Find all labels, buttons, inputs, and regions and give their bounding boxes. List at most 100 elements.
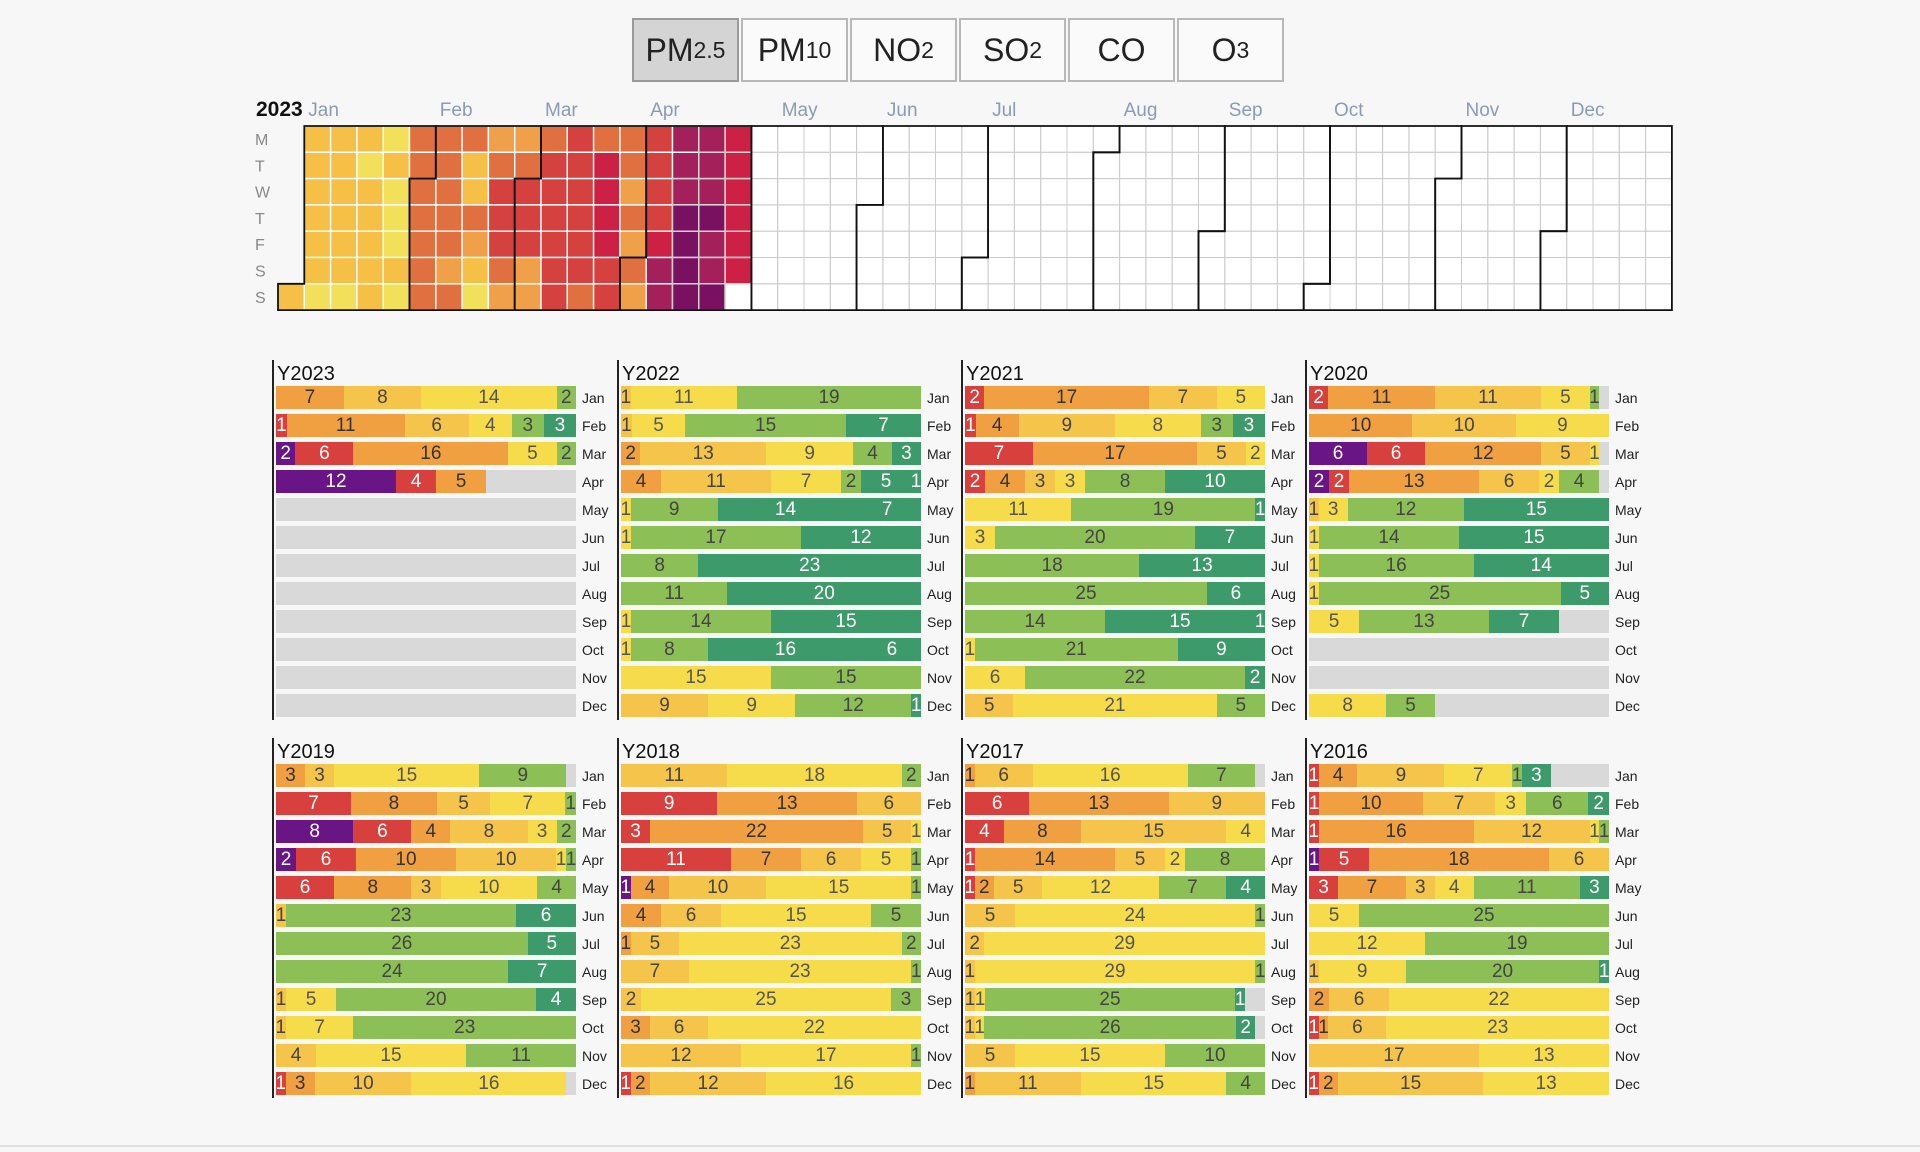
day-cell — [1171, 125, 1200, 153]
month-bar: 6 6 12 5 1 — [1309, 442, 1609, 465]
bar-segment: 8 — [1003, 820, 1082, 843]
month-bar: 3 22 5 1 — [621, 820, 921, 843]
day-cell — [1644, 151, 1673, 180]
bar-segment: 10 — [669, 876, 767, 899]
month-bar: 4 15 11 — [276, 1044, 576, 1067]
bar-segment: 1 — [1589, 386, 1600, 409]
month-bar: 5 15 10 — [965, 1044, 1265, 1067]
bar-segment: 6 — [974, 764, 1033, 787]
bar-segment: 1 — [965, 988, 975, 1011]
month-bar — [1309, 638, 1609, 661]
day-cell — [987, 283, 1016, 311]
bar-segment: 1 — [621, 932, 631, 955]
bar-segment: 1 — [965, 1016, 975, 1039]
bar-segment: 8 — [276, 820, 354, 843]
day-cell — [1487, 230, 1515, 259]
bar-segment: 29 — [974, 960, 1256, 983]
day-cell — [303, 283, 332, 311]
bar-segment: 6 — [276, 876, 335, 899]
panel-month-label: Jan — [1615, 768, 1638, 784]
month-bar: 1 3 12 15 — [1309, 498, 1609, 521]
bar-segment: 8 — [1309, 694, 1387, 717]
day-cell — [829, 125, 858, 153]
bar-segment: 4 — [621, 470, 661, 493]
day-cell — [382, 230, 411, 259]
month-bar: 6 22 2 — [965, 666, 1265, 689]
day-cell — [1276, 230, 1305, 259]
bar-segment: 12 — [1425, 442, 1542, 465]
bar-segment: 17 — [631, 526, 801, 549]
bar-segment: 5 — [965, 904, 1015, 927]
day-cell — [356, 204, 384, 232]
bar-segment: 7 — [1444, 764, 1513, 787]
bar-segment: 1 — [1309, 526, 1319, 549]
day-cell — [1592, 256, 1620, 285]
month-bar: 2 11 11 5 1 — [1309, 386, 1609, 409]
tab-no2[interactable]: NO 2 — [850, 18, 957, 82]
day-cell — [382, 177, 411, 206]
month-bar: 4 11 7 2 5 1 — [621, 470, 921, 493]
day-cell — [1434, 256, 1463, 285]
day-cell — [435, 125, 463, 153]
bar-segment: 1 — [565, 792, 576, 815]
panel-month-label: Apr — [582, 852, 604, 868]
bar-segment: 3 — [1495, 792, 1527, 815]
bar-segment: 3 — [1055, 470, 1085, 493]
panel-month-label: Aug — [927, 964, 952, 980]
month-bar: 1 14 15 — [621, 610, 921, 633]
day-cell — [1276, 151, 1305, 180]
bar-segment: 2 — [621, 442, 641, 465]
bar-segment: 5 — [436, 470, 486, 493]
panel-month-label: Jul — [927, 936, 945, 952]
day-cell — [1276, 256, 1305, 285]
day-cell — [408, 204, 437, 232]
heatmap-month-label: Sep — [1229, 100, 1263, 121]
month-bar: 1 4 10 15 1 — [621, 876, 921, 899]
bar-segment: 10 — [1165, 470, 1265, 493]
day-cell — [1302, 283, 1331, 311]
panel-month-label: Apr — [1271, 852, 1293, 868]
bar-segment: 15 — [1081, 820, 1227, 843]
day-cell — [1250, 151, 1279, 180]
heatmap-month-label: Jan — [308, 100, 339, 121]
day-cell — [303, 204, 332, 232]
tab-label: SO — [982, 31, 1030, 68]
page-divider — [0, 1145, 1920, 1147]
month-bar: 1 16 12 1 1 — [1309, 820, 1609, 843]
bar-segment: 15 — [721, 904, 871, 927]
bar-segment: 5 — [871, 904, 921, 927]
panel-month-label: Jul — [927, 558, 945, 574]
bar-segment: 6 — [295, 442, 354, 465]
day-cell — [1381, 151, 1410, 180]
tab-label: CO — [1097, 31, 1146, 68]
tab-pm25[interactable]: PM 2.5 — [632, 18, 739, 82]
bar-segment: 5 — [630, 932, 680, 955]
tab-pm10[interactable]: PM 10 — [741, 18, 848, 82]
day-cell — [435, 256, 463, 285]
tab-co[interactable]: CO — [1068, 18, 1175, 82]
day-cell — [829, 256, 858, 285]
bar-segment: 5 — [965, 694, 1014, 717]
day-cell — [487, 256, 516, 285]
bar-segment: 5 — [508, 442, 557, 465]
day-cell — [1171, 230, 1200, 259]
bar-segment: 7 — [621, 960, 689, 983]
day-cell — [1013, 256, 1042, 285]
bar-segment: 6 — [296, 848, 356, 871]
tab-label: NO — [873, 31, 922, 68]
day-cell — [1592, 151, 1620, 180]
day-cell — [435, 283, 463, 311]
bar-segment: 4 — [1434, 876, 1474, 899]
panel-month-label: Nov — [927, 1048, 952, 1064]
bar-segment: 2 — [630, 1072, 651, 1095]
bar-segment: 12 — [276, 470, 396, 493]
bar-segment: 21 — [1013, 694, 1217, 717]
day-cell — [1197, 230, 1226, 259]
month-bar: 25 6 — [965, 582, 1265, 605]
day-cell — [435, 177, 463, 206]
day-cell — [1565, 283, 1594, 311]
panel-year-title: Y2022 — [622, 363, 680, 385]
tab-so2[interactable]: SO 2 — [959, 18, 1066, 82]
bar-segment: 1 — [1589, 820, 1600, 843]
